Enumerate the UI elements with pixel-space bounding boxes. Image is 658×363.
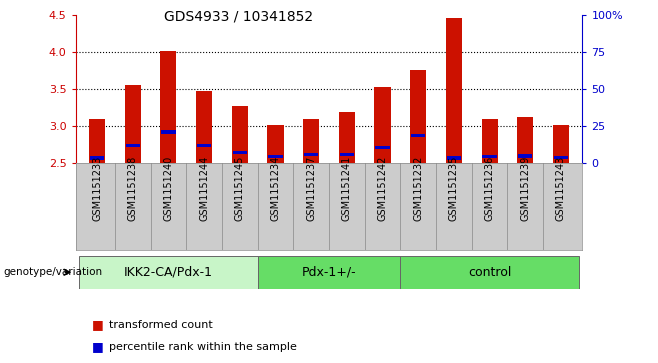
Bar [447, 156, 461, 160]
Bar [232, 151, 247, 154]
Text: ■: ■ [92, 318, 104, 331]
Bar [161, 130, 176, 134]
Bar [482, 119, 497, 163]
Bar [410, 70, 426, 163]
Bar [161, 51, 176, 163]
Bar [79, 256, 258, 289]
Bar [267, 125, 284, 163]
Text: Pdx-1+/-: Pdx-1+/- [301, 266, 357, 279]
Bar [553, 125, 569, 163]
Text: genotype/variation: genotype/variation [3, 267, 103, 277]
Bar [232, 106, 248, 163]
Bar [553, 156, 568, 159]
Bar [126, 144, 140, 147]
Bar [400, 256, 579, 289]
Text: transformed count: transformed count [109, 320, 213, 330]
Bar [339, 112, 355, 163]
Bar [197, 144, 211, 147]
Text: percentile rank within the sample: percentile rank within the sample [109, 342, 297, 352]
Bar [303, 119, 319, 163]
Text: control: control [468, 266, 511, 279]
Bar [375, 146, 390, 150]
Bar [411, 134, 426, 138]
Bar [268, 155, 283, 158]
Text: IKK2-CA/Pdx-1: IKK2-CA/Pdx-1 [124, 266, 213, 279]
Bar [517, 117, 533, 163]
Bar [125, 85, 141, 163]
Bar [258, 256, 400, 289]
Bar [518, 154, 532, 158]
Bar [90, 156, 105, 160]
Bar [304, 153, 318, 156]
Text: ■: ■ [92, 340, 104, 353]
Text: GDS4933 / 10341852: GDS4933 / 10341852 [164, 9, 314, 23]
Bar [196, 91, 212, 163]
Bar [89, 119, 105, 163]
Bar [340, 153, 354, 156]
Bar [482, 155, 497, 158]
Bar [446, 18, 462, 163]
Bar [374, 87, 391, 163]
